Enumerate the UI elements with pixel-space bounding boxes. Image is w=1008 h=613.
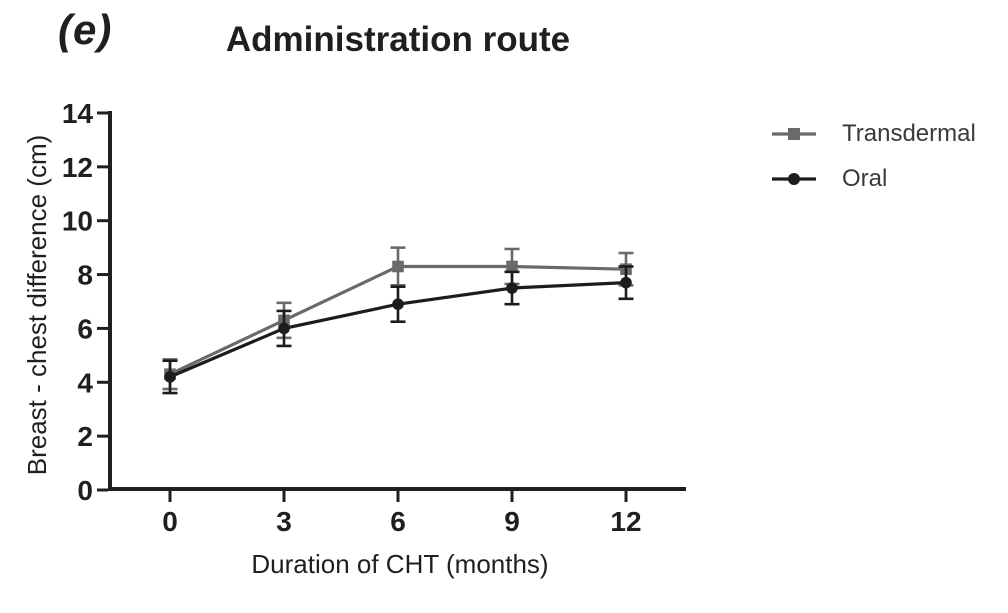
square-marker-icon [392,260,404,273]
y-tick-label: 10 [62,206,93,237]
legend-item-transdermal: Transdermal [770,120,976,148]
y-axis-label: Breast - chest difference (cm) [22,134,52,476]
x-tick-label: 9 [504,506,520,537]
chart-title: Administration route [225,20,571,59]
x-tick-label: 0 [162,506,178,537]
y-tick-label: 8 [77,260,93,291]
legend-label-oral: Oral [842,165,888,192]
square-marker-icon [772,128,816,140]
circle-marker-icon [392,298,404,310]
legend: Transdermal Oral [770,120,976,193]
square-marker-icon [506,260,518,273]
x-tick-label: 6 [390,506,406,537]
y-tick-label: 14 [62,98,94,129]
y-tick-label: 12 [62,152,93,183]
circle-marker-icon [278,322,290,335]
y-tick-label: 6 [77,313,93,344]
y-tick-label: 4 [77,367,93,398]
x-axis-label: Duration of CHT (months) [251,549,549,579]
legend-item-oral: Oral [770,165,976,193]
circle-marker-icon [772,173,816,185]
circle-marker-icon [506,282,518,294]
circle-marker-icon [620,276,632,289]
circle-marker-icon [164,371,176,383]
x-tick-label: 3 [276,506,292,537]
x-tick-label: 12 [610,506,641,537]
panel-label: (e) [58,6,113,53]
series-oral [162,265,634,395]
y-tick-label: 0 [77,475,93,506]
legend-label-transdermal: Transdermal [842,120,976,147]
y-tick-label: 2 [77,421,93,452]
